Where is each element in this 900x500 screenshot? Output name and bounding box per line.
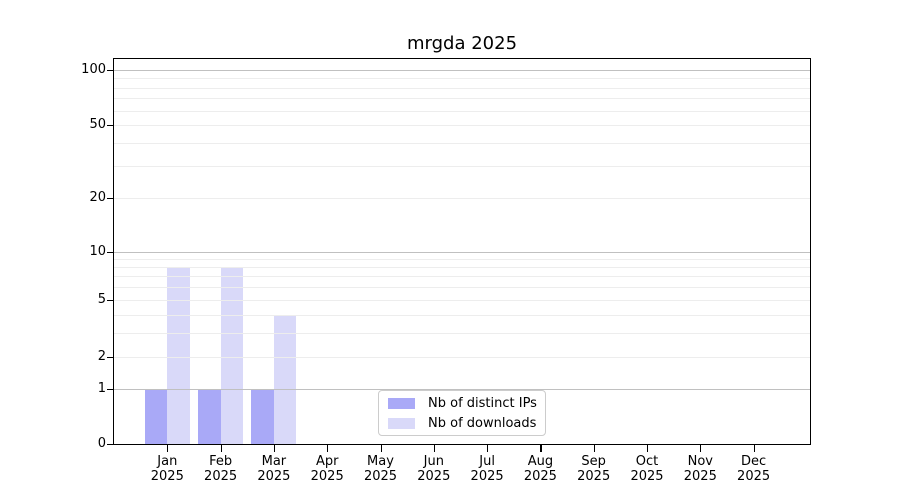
x-tick-month: Sep	[581, 454, 606, 469]
bar-distinct-ips-jan	[144, 389, 168, 444]
x-tick-label-feb: Feb 2025	[186, 454, 256, 484]
x-tick-label-sep: Sep 2025	[559, 454, 629, 484]
x-tick-mark	[540, 445, 542, 452]
x-tick-year: 2025	[523, 469, 557, 484]
x-tick-year: 2025	[310, 469, 344, 484]
x-tick-mark	[167, 445, 169, 452]
x-tick-month: Dec	[741, 454, 767, 469]
x-tick-month: Feb	[209, 454, 233, 469]
y-tick-mark	[107, 389, 114, 391]
x-tick-mark	[753, 445, 755, 452]
y-tick-label: 20	[89, 190, 106, 205]
legend-swatch-downloads	[388, 417, 415, 429]
y-tick-label: 100	[81, 62, 106, 77]
gridline-minor	[114, 111, 810, 112]
x-tick-year: 2025	[577, 469, 611, 484]
x-tick-month: Jan	[157, 454, 178, 469]
gridline-minor	[114, 78, 810, 79]
y-tick-label: 50	[89, 117, 106, 132]
x-tick-mark	[593, 445, 595, 452]
x-tick-label-dec: Dec 2025	[719, 454, 789, 484]
x-tick-mark	[380, 445, 382, 452]
gridline-major	[114, 70, 810, 71]
bar-downloads-jan	[167, 267, 190, 444]
y-tick-mark	[107, 444, 114, 446]
chart-title: mrgda 2025	[406, 33, 518, 54]
y-tick-mark	[107, 125, 114, 127]
x-tick-mark	[647, 445, 649, 452]
y-tick-label: 1	[97, 381, 106, 396]
legend-row: Nb of distinct IPs	[379, 396, 545, 411]
gridline-minor	[114, 315, 810, 316]
x-tick-month: Jun	[423, 454, 444, 469]
gridline-minor	[114, 357, 810, 358]
x-tick-month: Oct	[635, 454, 659, 469]
y-tick-label: 5	[97, 292, 106, 307]
legend-label: Nb of distinct IPs	[428, 395, 537, 411]
x-tick-mark	[273, 445, 276, 452]
x-tick-label-jul: Jul 2025	[452, 454, 522, 484]
x-tick-mark	[327, 445, 329, 452]
x-tick-label-may: May 2025	[346, 454, 416, 484]
x-tick-label-nov: Nov 2025	[665, 454, 735, 484]
x-tick-label-jan: Jan 2025	[132, 454, 202, 484]
gridline-minor	[114, 287, 810, 288]
gridline-minor	[114, 143, 810, 144]
bar-distinct-ips-mar	[251, 389, 274, 444]
gridline-major	[114, 251, 810, 253]
y-tick-mark	[107, 70, 114, 72]
x-tick-year: 2025	[204, 469, 238, 484]
x-tick-year: 2025	[257, 469, 291, 484]
y-tick-mark	[107, 357, 114, 359]
y-tick-mark	[107, 251, 114, 253]
x-tick-month: Aug	[527, 454, 554, 469]
x-tick-mark	[433, 445, 435, 452]
gridline-minor	[114, 276, 810, 277]
x-tick-month: May	[367, 454, 394, 469]
gridline-minor	[114, 125, 810, 126]
x-tick-year: 2025	[470, 469, 504, 484]
gridline-minor	[114, 166, 810, 167]
x-tick-month: Nov	[687, 454, 713, 469]
x-tick-label-apr: Apr 2025	[292, 454, 362, 484]
y-tick-label: 2	[97, 349, 106, 364]
y-tick-label: 0	[97, 436, 106, 451]
x-tick-label-jun: Jun 2025	[399, 454, 469, 484]
gridline-minor	[114, 267, 810, 268]
x-tick-year: 2025	[417, 469, 451, 484]
gridline-minor	[114, 98, 810, 99]
x-tick-year: 2025	[150, 469, 184, 484]
gridline-minor	[114, 300, 810, 301]
x-tick-label-mar: Mar 2025	[239, 454, 309, 484]
plot-area: Nb of distinct IPs Nb of downloads	[114, 59, 810, 444]
x-tick-mark	[220, 445, 222, 452]
legend-swatch-distinct-ips	[388, 397, 415, 409]
bar-downloads-mar	[273, 315, 297, 444]
x-tick-month: Apr	[315, 454, 339, 469]
x-tick-mark	[487, 445, 489, 452]
x-tick-year: 2025	[683, 469, 717, 484]
legend: Nb of distinct IPs Nb of downloads	[378, 390, 546, 436]
gridline-minor	[114, 198, 810, 199]
x-tick-label-oct: Oct 2025	[612, 454, 682, 484]
x-tick-label-aug: Aug 2025	[505, 454, 575, 484]
legend-label: Nb of downloads	[428, 415, 537, 431]
x-tick-year: 2025	[363, 469, 398, 484]
legend-row: Nb of downloads	[379, 416, 545, 431]
x-tick-year: 2025	[630, 469, 664, 484]
x-tick-month: Mar	[261, 454, 287, 469]
y-tick-mark	[107, 198, 114, 200]
x-tick-month: Jul	[479, 454, 495, 469]
gridline-minor	[114, 259, 810, 260]
y-tick-label: 10	[89, 243, 106, 259]
bar-distinct-ips-feb	[198, 389, 221, 444]
bar-downloads-feb	[220, 267, 244, 444]
y-tick-mark	[107, 300, 114, 302]
x-tick-mark	[700, 445, 702, 452]
gridline-minor	[114, 88, 810, 89]
gridline-major	[114, 389, 810, 390]
gridline-minor	[114, 333, 810, 334]
x-tick-year: 2025	[737, 469, 771, 484]
